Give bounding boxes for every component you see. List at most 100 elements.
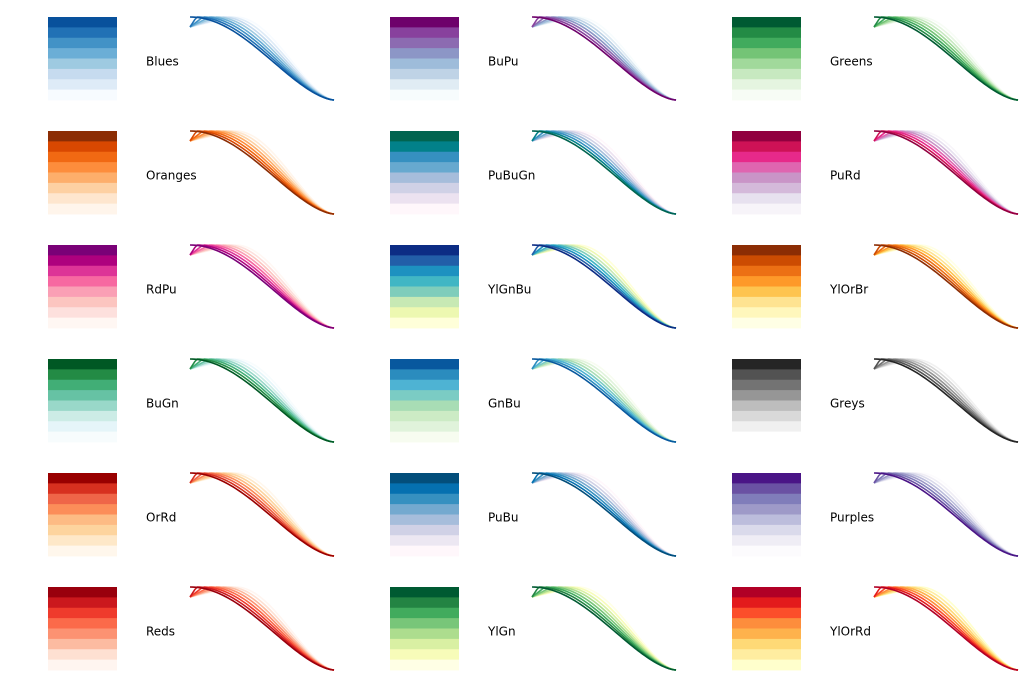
swatch-band bbox=[732, 369, 801, 381]
curve-line bbox=[873, 472, 1019, 557]
swatch-band bbox=[48, 659, 117, 671]
swatch-band bbox=[732, 162, 801, 173]
swatch-band bbox=[390, 628, 459, 640]
swatch-band bbox=[390, 265, 459, 277]
colormap-panel-ylorrd: YlOrRd bbox=[732, 586, 1019, 671]
swatch-band bbox=[390, 493, 459, 505]
colormap-label: YlOrBr bbox=[829, 283, 868, 297]
swatch-band bbox=[48, 359, 117, 370]
swatch-band bbox=[732, 359, 801, 370]
swatch-band bbox=[732, 172, 801, 184]
swatch-band bbox=[732, 473, 801, 484]
swatch-band bbox=[732, 307, 801, 319]
swatch-band bbox=[48, 265, 117, 277]
swatch-band bbox=[732, 535, 801, 547]
swatch-band bbox=[48, 587, 117, 598]
swatch-band bbox=[390, 68, 459, 80]
swatch-band bbox=[390, 286, 459, 298]
swatch-band bbox=[732, 659, 801, 671]
swatch-band bbox=[390, 172, 459, 184]
colormap-label: Oranges bbox=[146, 169, 197, 183]
swatch-band bbox=[732, 79, 801, 91]
colormap-label: Reds bbox=[146, 625, 175, 639]
swatch-band bbox=[48, 37, 117, 49]
swatch-band bbox=[48, 473, 117, 484]
curve-line bbox=[531, 244, 677, 329]
swatch-band bbox=[732, 628, 801, 640]
swatch-band bbox=[48, 524, 117, 536]
swatch-band bbox=[732, 276, 801, 287]
swatch-band bbox=[390, 649, 459, 661]
curve-line bbox=[873, 358, 1019, 443]
swatch-band bbox=[48, 89, 117, 101]
curve-line bbox=[189, 472, 335, 557]
curve-line bbox=[531, 130, 677, 215]
swatch-band bbox=[390, 390, 459, 401]
swatch-band bbox=[48, 431, 117, 443]
swatch-band bbox=[390, 79, 459, 91]
colormap-panel-orrd: OrRd bbox=[48, 472, 335, 557]
swatch-band bbox=[48, 545, 117, 557]
swatch-band bbox=[48, 27, 117, 39]
swatch-band bbox=[732, 545, 801, 557]
colormap-label: Greys bbox=[830, 397, 865, 411]
swatch-band bbox=[732, 296, 801, 308]
swatch-band bbox=[390, 255, 459, 267]
swatch-band bbox=[732, 193, 801, 205]
colormap-panel-oranges: Oranges bbox=[48, 130, 335, 215]
swatch-band bbox=[48, 649, 117, 661]
swatch-band bbox=[732, 317, 801, 329]
swatch-band bbox=[390, 421, 459, 433]
swatch-band bbox=[48, 79, 117, 91]
swatch-band bbox=[390, 431, 459, 443]
swatch-band bbox=[732, 89, 801, 101]
colormap-panel-purples: Purples bbox=[732, 472, 1019, 557]
swatch-band bbox=[732, 493, 801, 505]
swatch-band bbox=[390, 58, 459, 70]
swatch-band bbox=[48, 255, 117, 267]
swatch-band bbox=[390, 410, 459, 422]
colormap-label: OrRd bbox=[146, 511, 176, 525]
swatch-band bbox=[390, 524, 459, 536]
swatch-band bbox=[732, 421, 801, 433]
swatch-band bbox=[390, 193, 459, 205]
swatch-band bbox=[48, 131, 117, 142]
swatch-band bbox=[732, 255, 801, 267]
swatch-band bbox=[48, 400, 117, 412]
swatch-band bbox=[732, 514, 801, 526]
swatch-band bbox=[390, 638, 459, 650]
swatch-band bbox=[48, 276, 117, 287]
colormap-label: BuGn bbox=[146, 397, 179, 411]
swatch-band bbox=[732, 68, 801, 80]
curve-line bbox=[531, 358, 677, 443]
curve-line bbox=[531, 586, 677, 671]
swatch-band bbox=[48, 141, 117, 153]
swatch-band bbox=[732, 141, 801, 153]
swatch-band bbox=[48, 307, 117, 319]
curve-line bbox=[189, 358, 335, 443]
swatch-band bbox=[48, 296, 117, 308]
swatch-band bbox=[48, 514, 117, 526]
swatch-band bbox=[732, 587, 801, 598]
colormap-panel-blues: Blues bbox=[48, 16, 335, 101]
swatch-band bbox=[390, 245, 459, 256]
curve-line bbox=[189, 130, 335, 215]
curve-line bbox=[531, 472, 677, 557]
swatch-band bbox=[390, 37, 459, 49]
curve-line bbox=[189, 586, 335, 671]
swatch-band bbox=[390, 597, 459, 609]
swatch-band bbox=[48, 410, 117, 422]
colormap-panel-greys: Greys bbox=[732, 358, 1019, 443]
colormap-panel-gnbu: GnBu bbox=[390, 358, 677, 443]
colormap-label: PuBu bbox=[488, 511, 518, 525]
swatch-band bbox=[732, 265, 801, 277]
colormap-panel-pubu: PuBu bbox=[390, 472, 677, 557]
swatch-band bbox=[732, 151, 801, 163]
swatch-band bbox=[732, 390, 801, 401]
colormap-panel-pubugn: PuBuGn bbox=[390, 130, 677, 215]
swatch-band bbox=[390, 182, 459, 194]
swatch-band bbox=[48, 493, 117, 505]
swatch-band bbox=[48, 245, 117, 256]
swatch-band bbox=[390, 131, 459, 142]
